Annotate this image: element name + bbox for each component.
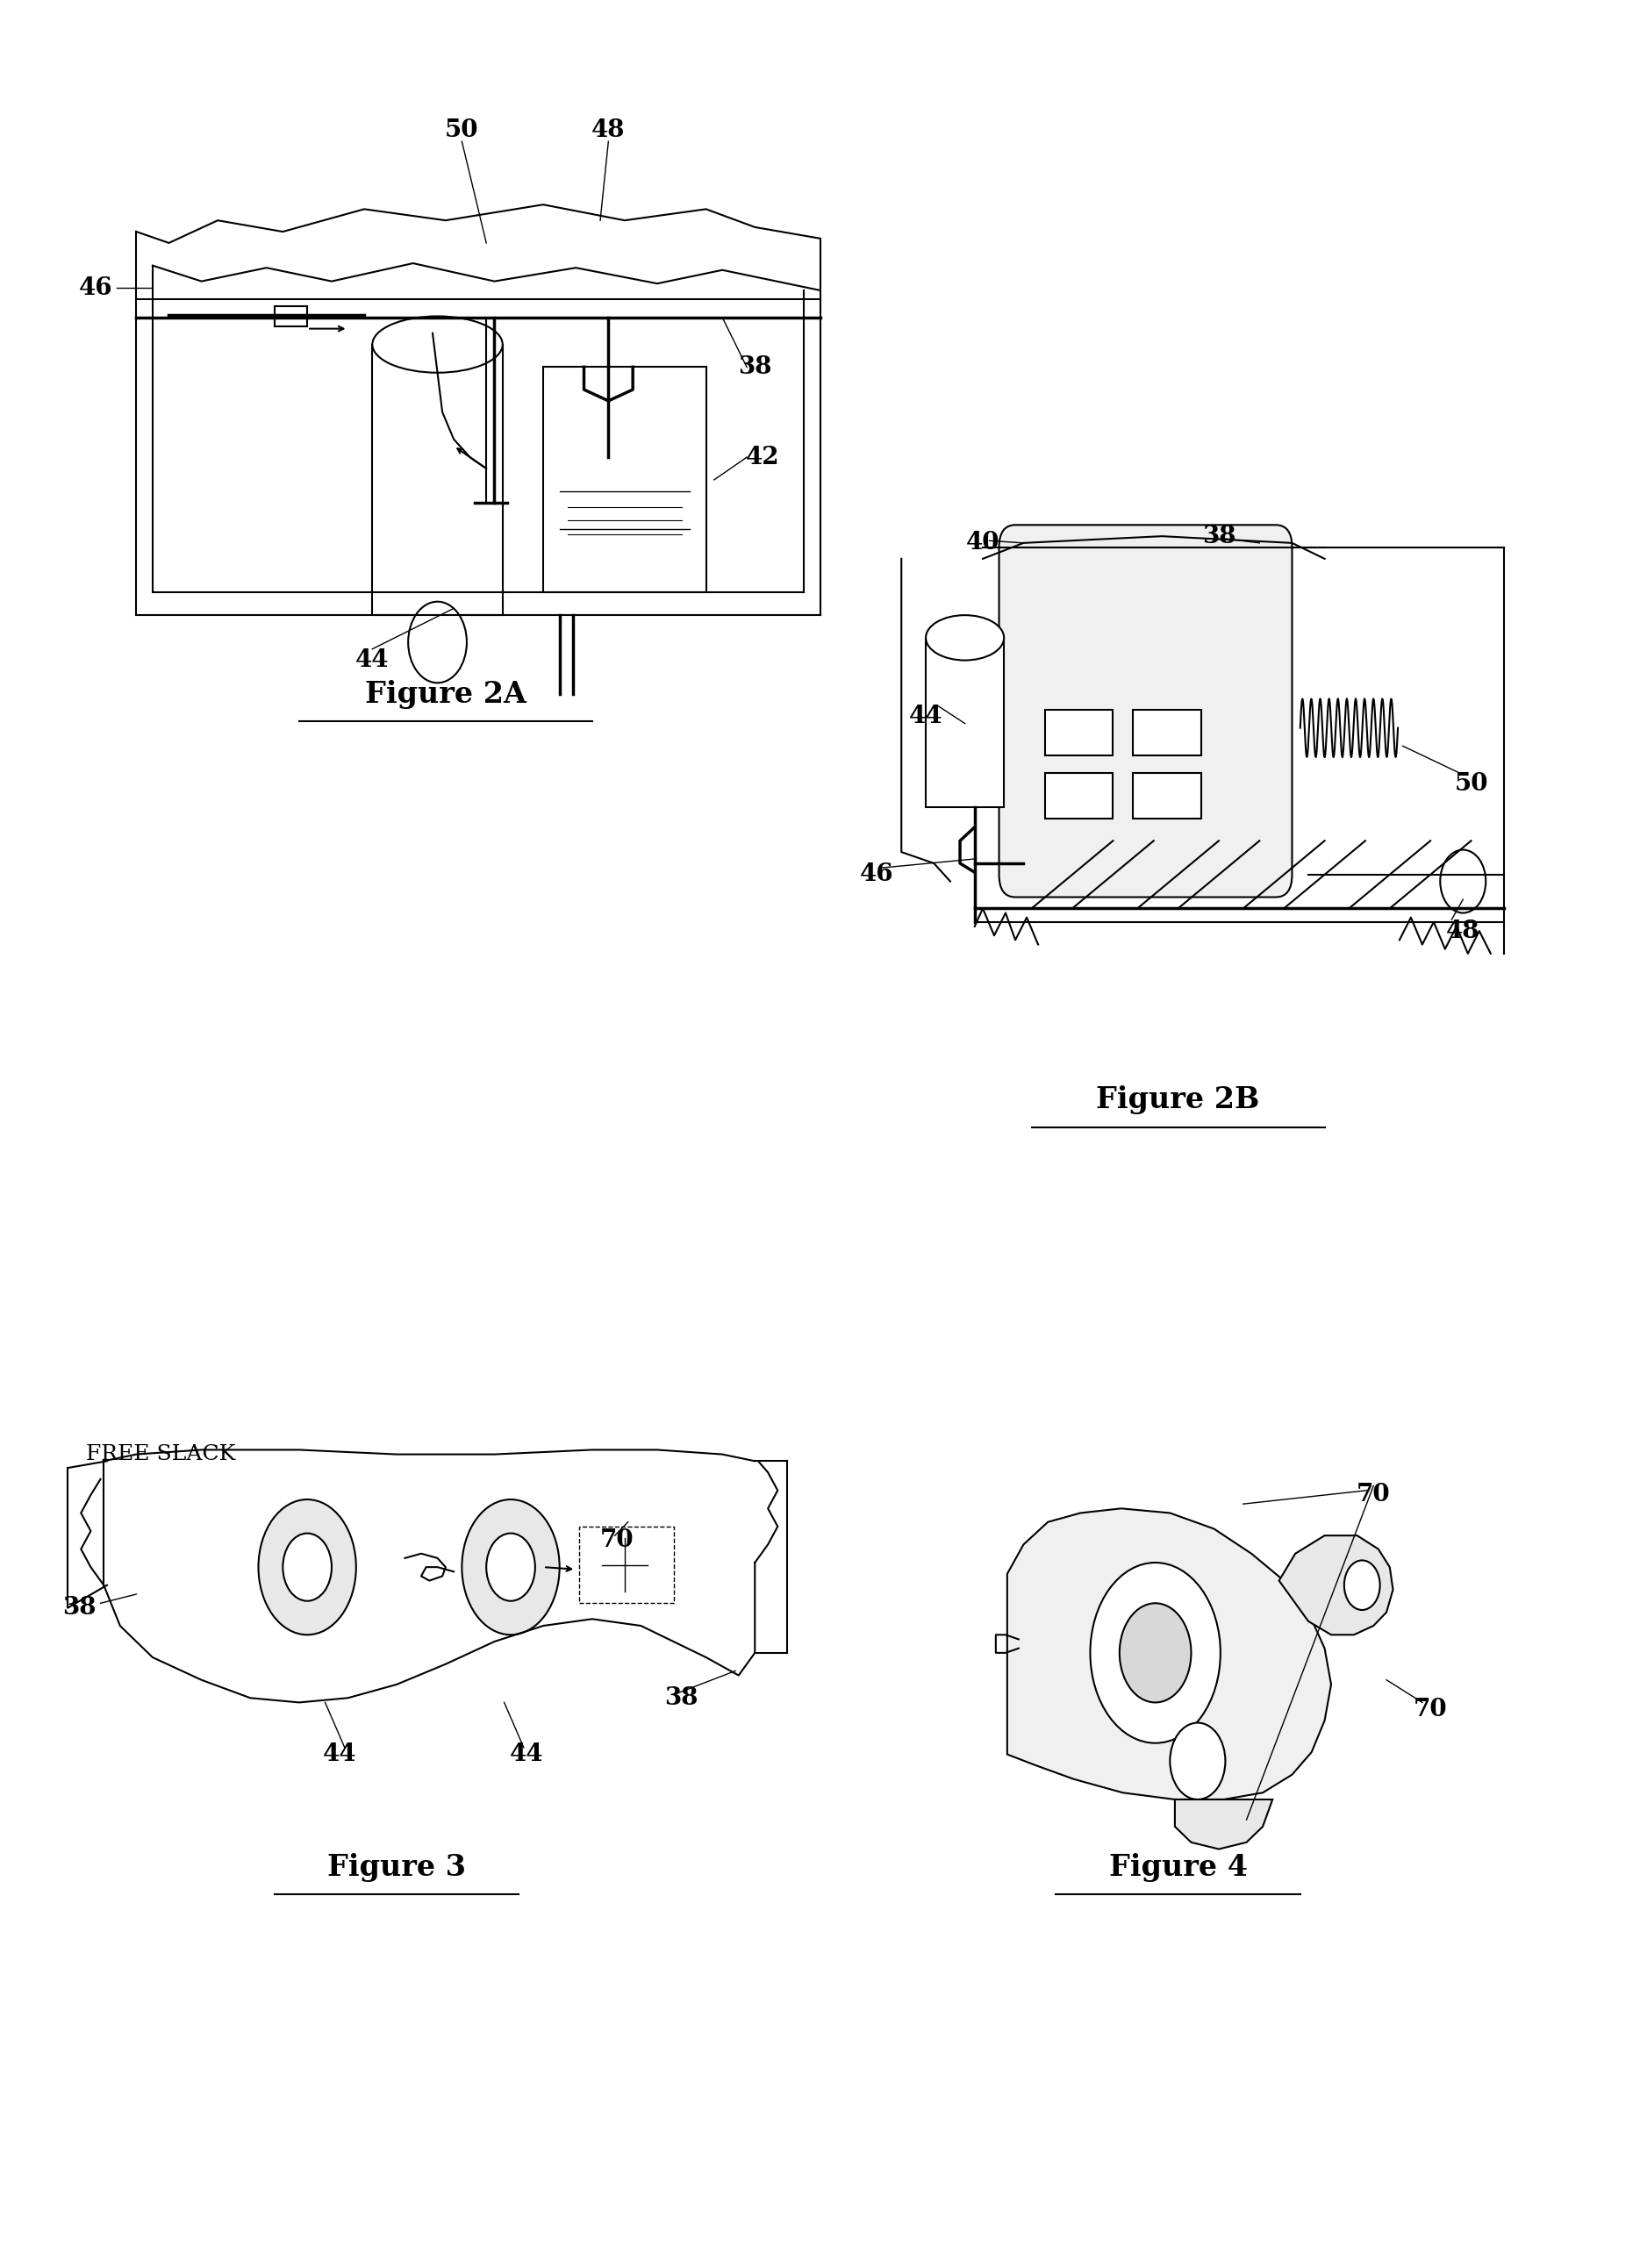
Text: Figure 2B: Figure 2B: [1097, 1086, 1260, 1114]
Bar: [1045, 710, 1114, 755]
Polygon shape: [1007, 1508, 1332, 1799]
Text: 40: 40: [966, 531, 1000, 556]
Bar: [372, 345, 502, 615]
Bar: [274, 306, 307, 327]
Text: Figure 2A: Figure 2A: [366, 680, 526, 708]
Text: 50: 50: [444, 118, 479, 143]
Circle shape: [1169, 1724, 1225, 1799]
Text: 38: 38: [62, 1597, 97, 1619]
Polygon shape: [1279, 1535, 1392, 1635]
Text: 46: 46: [859, 862, 894, 887]
Circle shape: [1120, 1603, 1191, 1703]
Text: Figure 3: Figure 3: [328, 1853, 466, 1882]
Ellipse shape: [372, 315, 502, 372]
Text: 48: 48: [592, 118, 625, 143]
Text: 42: 42: [746, 445, 781, 469]
Bar: [1133, 710, 1200, 755]
Text: 44: 44: [510, 1742, 544, 1767]
Text: 50: 50: [1455, 773, 1487, 796]
Text: 70: 70: [600, 1529, 633, 1551]
Text: 70: 70: [1356, 1483, 1391, 1506]
Text: 46: 46: [79, 277, 113, 299]
Text: FREE SLACK: FREE SLACK: [85, 1445, 236, 1465]
Circle shape: [1091, 1563, 1220, 1744]
Circle shape: [259, 1499, 356, 1635]
Text: 38: 38: [738, 356, 772, 379]
Text: 38: 38: [664, 1685, 699, 1710]
Text: 70: 70: [1414, 1696, 1448, 1721]
Bar: [543, 367, 707, 592]
Circle shape: [462, 1499, 559, 1635]
Text: 44: 44: [909, 705, 943, 728]
Circle shape: [1345, 1560, 1379, 1610]
Circle shape: [487, 1533, 535, 1601]
Text: 48: 48: [1446, 919, 1479, 943]
Ellipse shape: [927, 615, 1004, 660]
FancyBboxPatch shape: [999, 524, 1292, 898]
Text: 38: 38: [1202, 524, 1235, 549]
Text: 44: 44: [323, 1742, 356, 1767]
Circle shape: [408, 601, 467, 683]
Bar: [927, 637, 1004, 807]
Bar: [579, 1526, 674, 1603]
Circle shape: [282, 1533, 331, 1601]
Circle shape: [1440, 850, 1486, 914]
Polygon shape: [1174, 1799, 1273, 1848]
Bar: [1133, 773, 1200, 819]
Bar: [1045, 773, 1114, 819]
Text: Figure 4: Figure 4: [1109, 1853, 1248, 1882]
Text: 44: 44: [356, 649, 389, 671]
